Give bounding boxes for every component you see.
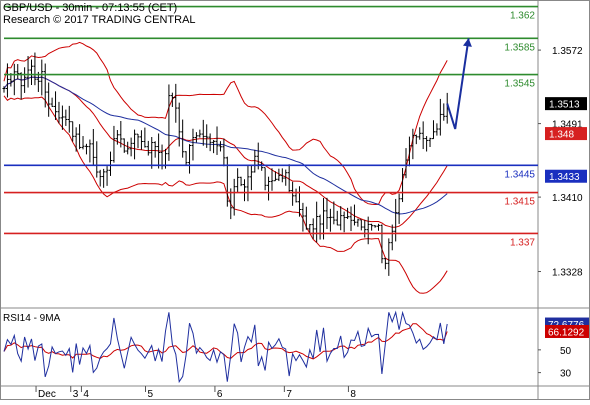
price-axis-label: 1.3491 <box>552 120 583 131</box>
level-label-resistance: 1.3545 <box>504 79 535 90</box>
rsi-axis-label: 50 <box>560 346 572 357</box>
time-axis-label: 5 <box>148 389 154 400</box>
level-label-support: 1.337 <box>510 237 535 248</box>
price-tag-box-support_tag <box>545 127 587 141</box>
moving-average-line <box>3 76 448 215</box>
price-tag-box-pivot_tag <box>545 169 587 183</box>
level-label-support: 1.3415 <box>504 197 535 208</box>
price-tag-label-pivot_tag: 1.3433 <box>549 172 580 183</box>
instrument-title: GBP/USD - 30min - 07:13:55 (CET) <box>3 2 178 14</box>
projection-arrow-line <box>446 38 470 130</box>
rsi-tag-label-rsi_ma: 66.1292 <box>548 327 585 338</box>
rsi-axis-label: 30 <box>560 369 572 380</box>
level-label-pivot: 1.3445 <box>504 169 535 180</box>
level-label-resistance: 1.362 <box>510 11 535 22</box>
price-tag-box-price <box>545 97 587 111</box>
bollinger-mid-line <box>3 76 448 228</box>
time-axis-label: 7 <box>286 389 292 400</box>
rsi-tag-box-rsi_ma <box>545 324 589 338</box>
price-axis-label: 1.3572 <box>552 46 583 57</box>
price-axis-label: 1.3328 <box>552 268 583 279</box>
time-axis-label: 4 <box>83 389 89 400</box>
bollinger-upper-line <box>3 41 448 206</box>
level-label-resistance: 1.3585 <box>504 42 535 53</box>
time-axis-label: Dec <box>38 389 56 400</box>
time-axis-label: 3 <box>73 389 79 400</box>
price-axis-label: 1.3410 <box>552 193 583 204</box>
price-tag-label-price: 1.3513 <box>549 100 580 111</box>
price-tag-label-support_tag: 1.348 <box>549 130 574 141</box>
time-axis-label: 6 <box>217 389 223 400</box>
projection-arrow-head <box>463 38 472 47</box>
rsi-panel-title: RSI14 - 9MA <box>3 313 61 324</box>
bollinger-lower-line <box>3 95 448 294</box>
rsi-line <box>3 310 448 384</box>
time-axis-label: 8 <box>350 389 356 400</box>
copyright-text: Research © 2017 TRADING CENTRAL <box>3 14 196 26</box>
candles-group <box>2 52 449 276</box>
